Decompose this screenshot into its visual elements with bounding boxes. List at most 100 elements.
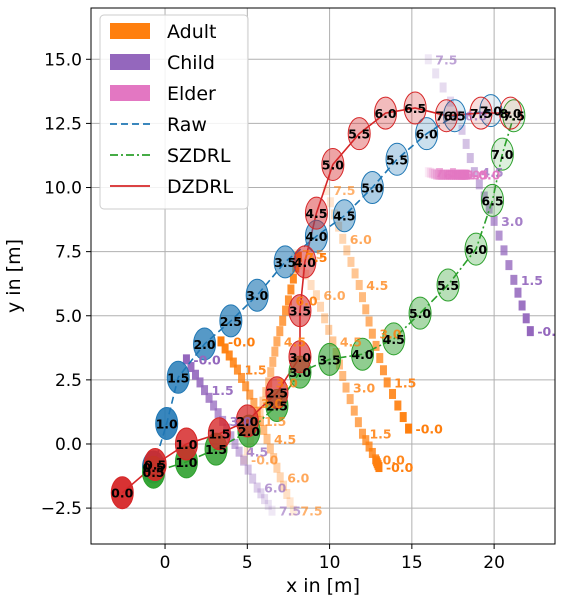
obstacle-marker	[522, 313, 530, 324]
obstacle-marker	[470, 167, 478, 178]
obstacle-marker	[368, 328, 376, 339]
obstacle-marker	[289, 505, 297, 516]
obstacle-marker	[447, 96, 455, 107]
obstacle-marker	[235, 446, 243, 457]
obstacle-marker	[394, 400, 402, 411]
trajectory-time-label: 6.0	[465, 242, 487, 257]
obstacle-time-label: 3.0	[261, 396, 283, 411]
obstacle-time-label: -0.0	[473, 168, 501, 183]
x-tick-label: 5	[242, 553, 253, 573]
obstacle-marker	[526, 326, 534, 337]
x-axis-label: x in [m]	[286, 575, 360, 597]
trajectory-marker-szdrl	[318, 342, 342, 376]
obstacle-marker	[350, 405, 358, 416]
obstacle-marker	[329, 336, 337, 347]
trajectory-time-label: 0.0	[111, 486, 133, 501]
obstacle-time-label: -0.0	[251, 452, 279, 467]
trajectory-time-label: 3.0	[289, 365, 311, 380]
trajectory-time-label: 1.5	[205, 442, 227, 457]
obstacle-time-label: 4.5	[274, 432, 296, 447]
trajectory-marker-dzdrl	[403, 91, 427, 125]
trajectory-time-label: 6.0	[416, 127, 438, 142]
trajectory-time-label: 7.0	[480, 104, 502, 119]
obstacle-marker	[354, 417, 362, 428]
obstacle-marker	[358, 428, 366, 439]
obstacle-marker	[466, 153, 474, 164]
trajectory-time-label: 6.5	[444, 109, 466, 124]
obstacle-marker	[500, 245, 508, 256]
trajectory-time-label: 4.5	[333, 209, 355, 224]
obstacle-marker	[257, 488, 265, 499]
obstacle-time-label: 3.0	[458, 168, 480, 183]
obstacle-marker	[379, 365, 387, 376]
trajectory-time-label: 1.5	[167, 370, 189, 385]
obstacle-time-label: 0.0	[383, 452, 405, 467]
obstacle-marker	[240, 455, 248, 466]
trajectory-time-label: 2.5	[266, 386, 288, 401]
plot-area: -0.00.01.53.04.56.07.57.56.04.53.01.5-0.…	[110, 52, 555, 519]
trajectory-time-label: 7.5	[503, 109, 525, 124]
trajectory-marker-dzdrl	[293, 245, 317, 279]
obstacle-time-label: -0.0	[386, 460, 414, 475]
obstacle-marker	[376, 353, 384, 364]
y-tick-label: 12.5	[44, 114, 82, 134]
obstacle-marker	[485, 203, 493, 214]
obstacle-time-label: 6.0	[323, 288, 345, 303]
obstacle-marker	[283, 488, 291, 499]
obstacle-marker	[242, 381, 250, 392]
obstacle-marker	[365, 441, 373, 452]
obstacle-time-label: 6.0	[287, 470, 309, 485]
obstacle-marker	[326, 197, 334, 208]
obstacle-marker	[276, 326, 284, 337]
obstacle-time-label: 4.5	[340, 334, 362, 349]
trajectory-time-label: 7.0	[491, 147, 513, 162]
trajectory-time-label: 4.0	[294, 255, 316, 270]
trajectory-time-label: 6.0	[374, 106, 396, 121]
trajectory-marker-dzdrl	[235, 404, 259, 438]
trajectory-time-label: 3.5	[289, 304, 311, 319]
obstacle-marker	[430, 169, 438, 180]
trajectory-marker-szdrl	[350, 337, 374, 371]
time-label-layer: -0.00.01.53.04.56.07.57.56.04.53.01.5-0.…	[111, 52, 555, 518]
legend-swatch-child	[110, 54, 150, 70]
trajectory-time-label: 5.5	[437, 278, 459, 293]
obstacle-marker	[424, 167, 432, 178]
obstacle-marker	[269, 356, 277, 367]
obstacle-time-label: 1.5	[521, 273, 543, 288]
trajectory-marker-dzdrl	[288, 340, 312, 374]
trajectory-marker-dzdrl	[304, 196, 328, 230]
obstacle-time-label: 4.5	[284, 334, 306, 349]
obstacle-marker	[263, 433, 271, 444]
y-tick-label: 2.5	[55, 371, 82, 391]
obstacle-marker	[271, 346, 279, 357]
trajectory-marker-dzdrl	[174, 427, 198, 461]
legend: Adult Child Elder Raw SZDRL DZDRL	[99, 14, 249, 210]
obstacle-marker	[268, 505, 276, 516]
obstacle-marker	[437, 169, 445, 180]
trajectory-marker-raw	[193, 327, 217, 361]
obstacle-marker	[196, 377, 204, 388]
obstacle-marker	[205, 392, 213, 403]
obstacle-marker	[233, 364, 241, 375]
axis-ticks: 0 5 10 15 20 −2.5 0.0 2.5 5.0 7.5 10.0 12.5 15.0	[41, 50, 505, 573]
obstacle-marker	[433, 169, 441, 180]
obstacle-marker	[372, 454, 380, 465]
trajectory-marker-dzdrl	[110, 476, 134, 510]
obstacle-marker	[317, 301, 325, 312]
obstacle-marker	[351, 268, 359, 279]
obstacle-time-label: 7.5	[333, 183, 355, 198]
trajectory-marker-szdrl	[480, 183, 504, 217]
obstacle-marker	[264, 499, 272, 510]
obstacle-time-label: 4.5	[481, 165, 503, 180]
obstacle-time-label: 3.0	[230, 414, 252, 429]
obstacle-time-label: 4.5	[450, 168, 472, 183]
obstacle-time-label: 7.5	[435, 52, 457, 67]
obstacle-marker	[368, 447, 376, 458]
obstacle-marker	[339, 371, 347, 382]
obstacle-marker	[289, 273, 297, 284]
obstacle-marker	[229, 357, 237, 368]
obstacle-marker	[462, 138, 470, 149]
trajectory-marker-raw	[415, 117, 439, 151]
obstacle-marker	[276, 472, 284, 483]
trajectory-time-label: 6.5	[481, 193, 503, 208]
